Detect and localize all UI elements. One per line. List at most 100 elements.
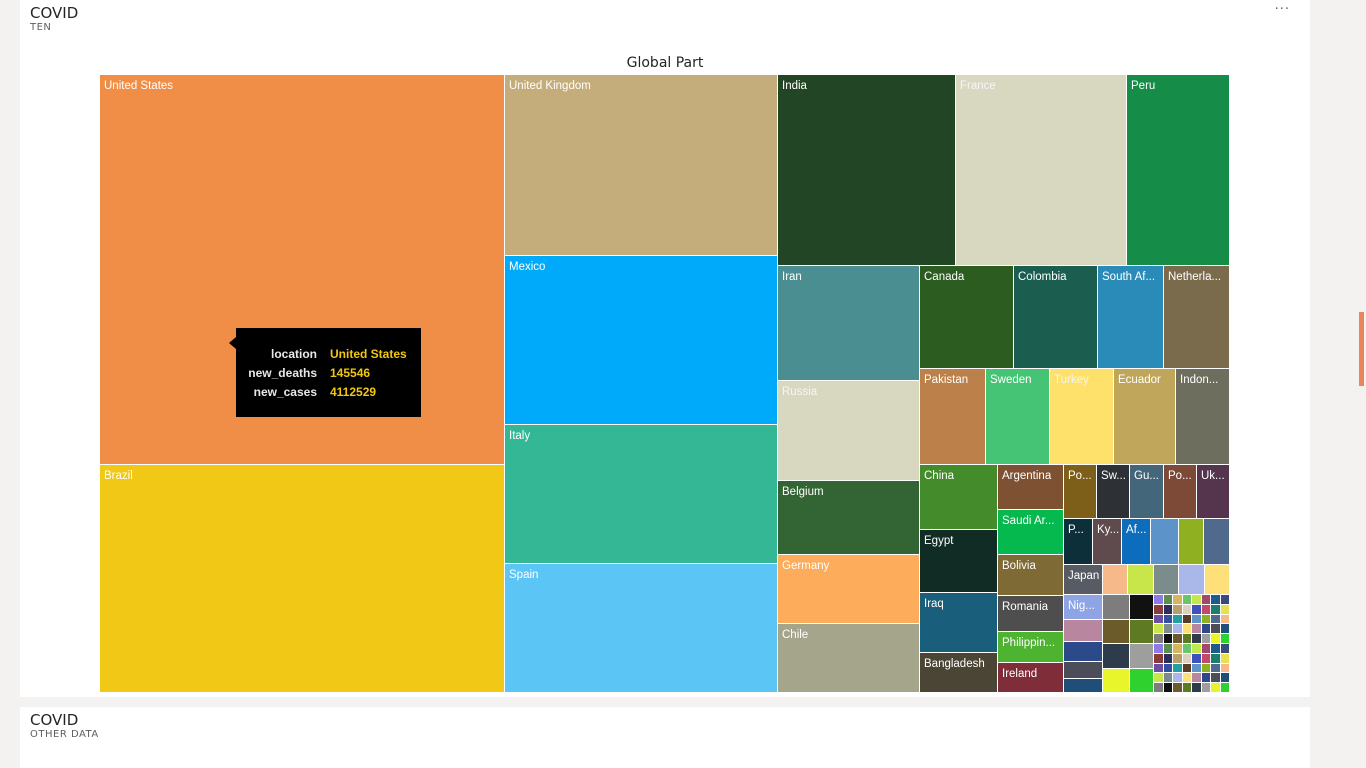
treemap-tile[interactable]: Turkey [1050,369,1114,465]
treemap-tile-small[interactable] [1163,644,1173,654]
treemap-tile-small[interactable] [1211,683,1221,693]
treemap-tile-small[interactable] [1154,604,1164,615]
treemap-tile[interactable]: Po... [1064,465,1097,519]
treemap-tile-small[interactable] [1211,673,1221,684]
treemap-tile-small[interactable] [1163,683,1173,693]
treemap-tile-small[interactable] [1192,634,1202,644]
treemap-tile-small[interactable] [1192,644,1202,654]
treemap-tile-small[interactable] [1201,604,1211,615]
treemap-tile-small[interactable] [1151,519,1179,565]
treemap-tile-small[interactable] [1220,624,1230,635]
treemap-tile-small[interactable] [1201,614,1211,625]
treemap-tile-small[interactable] [1173,683,1183,693]
treemap-tile[interactable]: Japan [1064,565,1103,595]
treemap-tile[interactable]: Saudi Ar... [998,510,1064,555]
treemap-tile-small[interactable] [1163,663,1173,674]
treemap-tile[interactable]: Bangladesh [920,653,998,693]
treemap-tile[interactable]: South Af... [1098,266,1164,369]
treemap-tile-small[interactable] [1130,595,1154,620]
treemap-tile-small[interactable] [1130,619,1154,644]
treemap-tile-small[interactable] [1211,604,1221,615]
treemap-tile-small[interactable] [1201,683,1211,693]
treemap-tile-small[interactable] [1192,624,1202,635]
treemap-tile-small[interactable] [1173,595,1183,605]
treemap-tile-small[interactable] [1211,595,1221,605]
treemap-tile[interactable]: Iran [778,266,920,381]
more-options-icon[interactable]: ··· [1274,2,1290,17]
treemap-tile-small[interactable] [1182,683,1192,693]
treemap-tile[interactable]: Germany [778,555,920,624]
treemap-tile-small[interactable] [1201,634,1211,644]
treemap-tile-small[interactable] [1154,614,1164,625]
treemap-tile[interactable]: Af... [1122,519,1151,565]
treemap-tile[interactable]: France [956,75,1127,266]
treemap-tile[interactable]: Ky... [1093,519,1122,565]
treemap-tile-small[interactable] [1220,614,1230,625]
treemap-tile-small[interactable] [1130,668,1154,693]
treemap-tile-small[interactable] [1182,653,1192,664]
treemap-tile-small[interactable] [1192,595,1202,605]
treemap-tile-small[interactable] [1182,663,1192,674]
treemap-tile-small[interactable] [1163,595,1173,605]
treemap-tile-small[interactable] [1163,673,1173,684]
treemap-tile[interactable]: Sweden [986,369,1050,465]
treemap-tile-small[interactable] [1173,653,1183,664]
treemap-tile-small[interactable] [1128,565,1154,595]
treemap-tile-small[interactable] [1201,644,1211,654]
treemap-tile-small[interactable] [1154,634,1164,644]
treemap-tile[interactable]: Bolivia [998,555,1064,596]
treemap-tile-small[interactable] [1154,595,1164,605]
treemap-tile[interactable]: Peru [1127,75,1230,266]
treemap-tile-small[interactable] [1192,604,1202,615]
treemap-tile-small[interactable] [1220,673,1230,684]
treemap-tile[interactable]: Ecuador [1114,369,1176,465]
treemap-tile-small[interactable] [1201,653,1211,664]
treemap-tile-small[interactable] [1173,673,1183,684]
treemap-tile-small[interactable] [1182,604,1192,615]
treemap-tile-small[interactable] [1064,620,1103,642]
treemap-tile-small[interactable] [1211,614,1221,625]
treemap-tile[interactable]: Russia [778,381,920,481]
treemap-tile[interactable]: Romania [998,596,1064,632]
treemap-tile[interactable]: Argentina [998,465,1064,510]
treemap-tile-small[interactable] [1130,644,1154,669]
treemap-tile-small[interactable] [1173,604,1183,615]
treemap-tile-small[interactable] [1154,683,1164,693]
treemap-tile-small[interactable] [1220,595,1230,605]
treemap-tile[interactable]: Iraq [920,593,998,653]
treemap-tile-small[interactable] [1173,663,1183,674]
treemap-tile-small[interactable] [1211,653,1221,664]
treemap-tile-small[interactable] [1204,565,1230,595]
treemap-tile[interactable]: Belgium [778,481,920,555]
treemap-tile-small[interactable] [1154,673,1164,684]
treemap-tile-small[interactable] [1182,644,1192,654]
treemap-tile-small[interactable] [1220,653,1230,664]
treemap-tile-small[interactable] [1064,662,1103,679]
treemap-tile-small[interactable] [1064,642,1103,662]
treemap-tile-small[interactable] [1182,595,1192,605]
treemap-tile-small[interactable] [1192,653,1202,664]
treemap-tile[interactable]: Italy [505,425,778,564]
treemap-tile[interactable]: Egypt [920,530,998,593]
treemap-tile[interactable]: Mexico [505,256,778,425]
treemap-tile[interactable]: Brazil [100,465,505,693]
treemap-tile-small[interactable] [1154,644,1164,654]
treemap-tile-small[interactable] [1154,663,1164,674]
treemap-tile-small[interactable] [1163,614,1173,625]
treemap-tile-small[interactable] [1163,604,1173,615]
treemap-tile[interactable]: Canada [920,266,1014,369]
treemap-tile-small[interactable] [1220,663,1230,674]
treemap-tile-small[interactable] [1103,565,1129,595]
page-scrollbar[interactable] [1359,312,1364,386]
treemap-tile[interactable]: Ireland [998,663,1064,693]
treemap-tile[interactable]: United Kingdom [505,75,778,256]
treemap-tile-small[interactable] [1064,679,1103,693]
treemap-tile-small[interactable] [1211,644,1221,654]
treemap-tile-small[interactable] [1173,634,1183,644]
treemap-tile-small[interactable] [1163,653,1173,664]
treemap-tile-small[interactable] [1173,624,1183,635]
treemap-tile-small[interactable] [1211,634,1221,644]
treemap-tile-small[interactable] [1201,624,1211,635]
treemap-tile[interactable]: Nig... [1064,595,1103,620]
treemap-tile-small[interactable] [1204,519,1230,565]
